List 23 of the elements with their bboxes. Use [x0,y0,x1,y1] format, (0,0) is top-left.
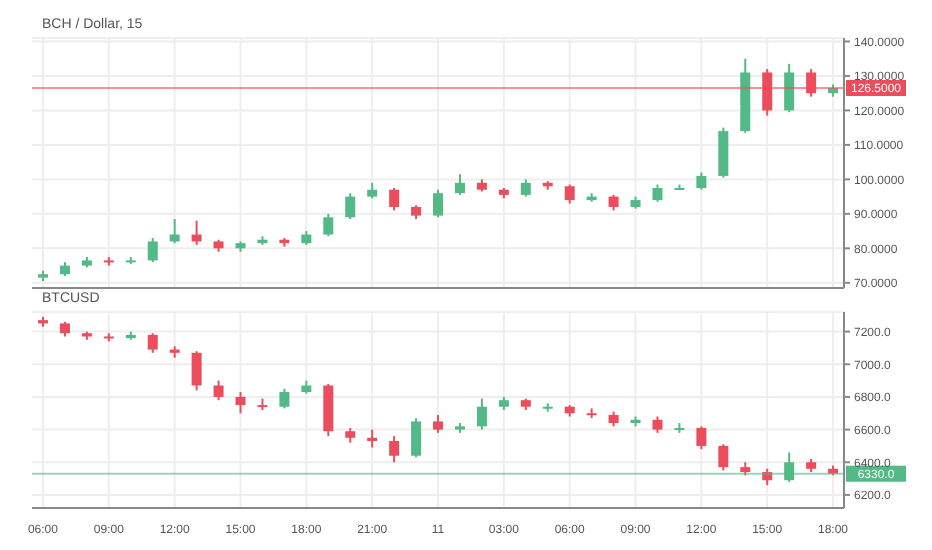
candlestick [411,417,422,459]
candlestick [476,397,487,431]
candlestick [564,183,575,205]
candlestick [279,387,290,410]
candlestick [696,425,707,451]
candlestick [213,379,224,402]
candlestick [806,68,817,98]
candlestick [389,187,400,212]
candlestick [784,62,795,114]
candlestick [718,126,729,179]
candlestick [323,212,334,238]
candlestick [147,237,158,264]
candlestick [718,443,729,472]
candlestick [389,435,400,464]
candlestick [762,68,773,117]
candlestick [345,192,356,221]
candlestick [191,350,202,392]
candlestick [784,451,795,483]
candlestick [454,173,465,196]
candlestick [235,391,246,415]
candlestick [147,332,158,354]
candlestick [323,382,334,438]
candlestick [433,188,444,219]
